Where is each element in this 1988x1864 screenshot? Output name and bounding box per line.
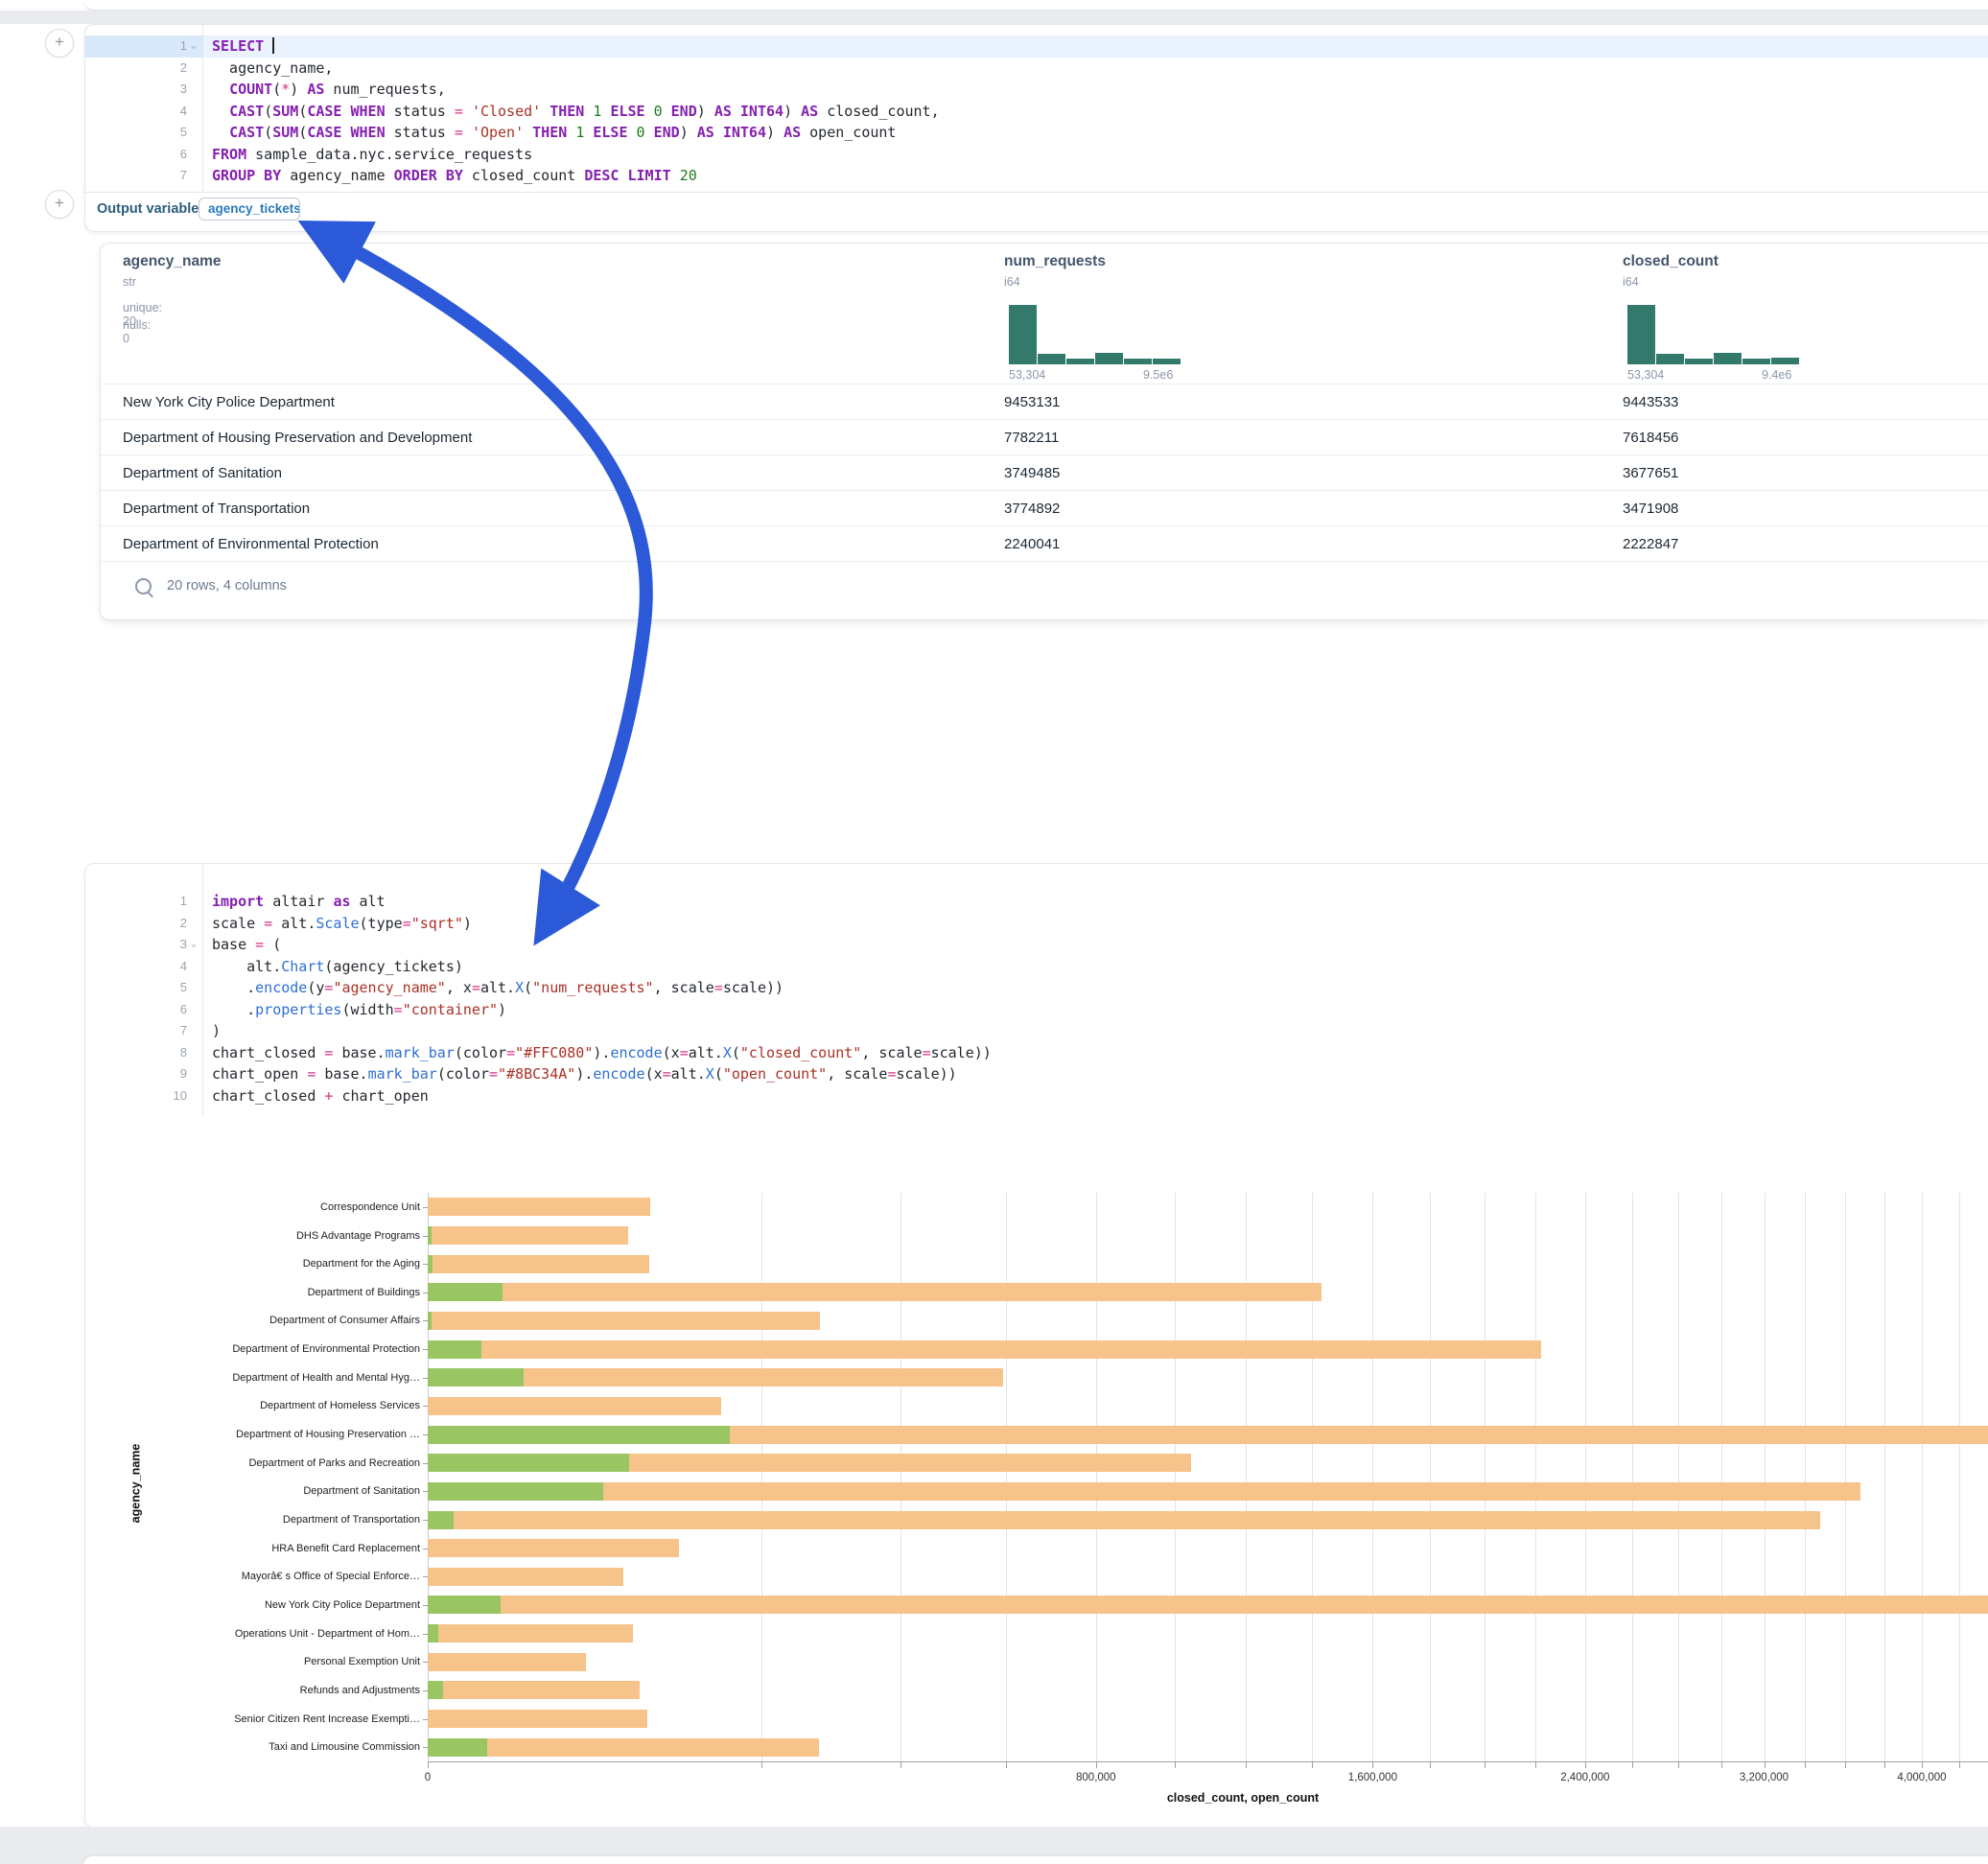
code-text: base = (	[212, 936, 282, 953]
line-number: 5	[179, 125, 187, 139]
code-line[interactable]: 6 FROM sample_data.nyc.service_requests	[85, 144, 1988, 166]
code-line[interactable]: 4 alt.Chart(agency_tickets)	[85, 956, 1988, 978]
code-text: CAST(SUM(CASE WHEN status = 'Open' THEN …	[229, 124, 897, 141]
line-number: 7	[179, 168, 187, 182]
gutter-divider	[202, 864, 203, 1116]
line-number: 2	[179, 915, 187, 930]
search-icon[interactable]	[135, 578, 152, 594]
code-line[interactable]: 6 .properties(width="container")	[85, 999, 1988, 1021]
code-text: CAST(SUM(CASE WHEN status = 'Closed' THE…	[229, 102, 940, 120]
sql-code-editor[interactable]: 1 ⌄ SELECT 2 agency_name, 3 COUNT(*) AS num…	[85, 35, 1988, 216]
code-line[interactable]: 8 chart_closed = base.mark_bar(color="#FF…	[85, 1042, 1988, 1064]
histogram-min-label: 53,304	[1009, 368, 1046, 382]
code-line[interactable]: 9 chart_open = base.mark_bar(color="#8BC3…	[85, 1063, 1988, 1085]
column-type: str	[123, 275, 136, 289]
code-line[interactable]: 2 agency_name,	[85, 58, 1988, 80]
add-cell-button-top[interactable]: +	[45, 29, 74, 58]
code-text: FROM sample_data.nyc.service_requests	[212, 145, 533, 163]
column-meta: nulls: 0	[123, 318, 152, 345]
table-cell-closed_count: 3471908	[1623, 501, 1679, 517]
code-text: )	[212, 1022, 222, 1039]
column-histogram	[1009, 305, 1181, 364]
table-cell-num_requests: 3774892	[1004, 501, 1061, 517]
code-line[interactable]: 7 GROUP BY agency_name ORDER BY closed_co…	[85, 165, 1988, 187]
table-cell-num_requests: 7782211	[1004, 430, 1060, 446]
column-header-agency_name[interactable]: agency_name	[123, 253, 222, 269]
code-text: chart_open = base.mark_bar(color="#8BC34…	[212, 1065, 957, 1083]
histogram-max-label: 9.5e6	[1143, 368, 1174, 382]
python-cell-card: 1 import altair as alt 2 scale = alt.Scale(…	[84, 863, 1988, 1829]
code-line[interactable]: 4 CAST(SUM(CASE WHEN status = 'Closed' T…	[85, 101, 1988, 123]
table-footer: 20 rows, 4 columns	[101, 561, 1988, 618]
code-line[interactable]: 1 ⌄ SELECT	[85, 35, 1988, 58]
fold-chevron-icon[interactable]: ⌄	[191, 40, 198, 51]
code-text: agency_name,	[212, 58, 334, 77]
line-number: 5	[179, 980, 187, 994]
previous-cell-edge	[84, 0, 1988, 11]
code-text: chart_closed = base.mark_bar(color="#FFC…	[212, 1043, 992, 1061]
table-cell-closed_count: 9443533	[1623, 394, 1679, 410]
line-number: 3	[179, 937, 187, 951]
code-text: COUNT(*) AS num_requests,	[229, 81, 446, 98]
code-text: .encode(y="agency_name", x=alt.X("num_re…	[212, 979, 784, 996]
table-row-count: 20 rows, 4 columns	[167, 578, 287, 594]
line-number: 6	[179, 146, 187, 161]
code-line[interactable]: 3 ⌄ base = (	[85, 934, 1988, 956]
column-type: i64	[1004, 275, 1020, 289]
table-row[interactable]: Department of Sanitation 3749485 3677651	[101, 454, 1988, 491]
table-cell-num_requests: 2240041	[1004, 536, 1061, 552]
next-cell-edge	[84, 1856, 1988, 1864]
table-cell-agency: Department of Sanitation	[123, 465, 282, 481]
code-text: SELECT	[212, 35, 275, 58]
table-cell-closed_count: 7618456	[1623, 430, 1679, 446]
code-line[interactable]: 5 CAST(SUM(CASE WHEN status = 'Open' THE…	[85, 122, 1988, 144]
table-cell-closed_count: 3677651	[1623, 465, 1679, 481]
line-number: 3	[179, 82, 187, 96]
code-line[interactable]: 10 chart_closed + chart_open	[85, 1085, 1988, 1107]
table-cell-num_requests: 3749485	[1004, 465, 1061, 481]
page-background-band-top	[0, 11, 1988, 24]
line-number: 2	[179, 59, 187, 75]
output-variable-chip[interactable]: agency_tickets	[199, 198, 300, 221]
histogram-max-label: 9.4e6	[1762, 368, 1792, 382]
column-histogram	[1627, 305, 1799, 364]
line-number: 1	[179, 894, 187, 908]
column-header-closed_count[interactable]: closed_count	[1623, 253, 1719, 269]
line-number: 4	[179, 958, 187, 973]
line-number: 7	[179, 1023, 187, 1037]
line-number: 6	[179, 1001, 187, 1016]
line-number: 1	[179, 38, 187, 53]
add-cell-button-middle[interactable]: +	[45, 190, 74, 219]
table-cell-closed_count: 2222847	[1623, 536, 1679, 552]
gutter-divider	[202, 25, 203, 216]
column-type: i64	[1623, 275, 1639, 289]
code-text: alt.Chart(agency_tickets)	[212, 957, 463, 975]
code-line[interactable]: 5 .encode(y="agency_name", x=alt.X("num_…	[85, 977, 1988, 999]
active-line-highlight	[203, 35, 1988, 58]
line-number: 8	[179, 1044, 187, 1060]
code-line[interactable]: 7)	[85, 1020, 1988, 1042]
output-variable-label: Output variable:	[97, 201, 204, 217]
table-cell-agency: New York City Police Department	[123, 394, 335, 410]
column-header-num_requests[interactable]: num_requests	[1004, 253, 1106, 269]
table-row[interactable]: New York City Police Department 9453131 94…	[101, 384, 1988, 420]
text-cursor	[272, 37, 275, 54]
line-number: 9	[179, 1066, 187, 1081]
active-line-gutter	[85, 35, 202, 58]
line-number: 10	[173, 1087, 187, 1103]
line-number: 4	[179, 103, 187, 118]
fold-chevron-icon[interactable]: ⌄	[191, 939, 198, 949]
column-meta: unique: 20	[123, 301, 163, 328]
table-cell-agency: Department of Transportation	[123, 501, 311, 517]
code-text: GROUP BY agency_name ORDER BY closed_cou…	[212, 167, 697, 184]
code-text: chart_closed + chart_open	[212, 1086, 429, 1105]
histogram-min-label: 53,304	[1627, 368, 1665, 382]
code-line[interactable]: 3 COUNT(*) AS num_requests,	[85, 79, 1988, 101]
table-row[interactable]: Department of Transportation 3774892 34719…	[101, 490, 1988, 526]
code-text: .properties(width="container")	[212, 1000, 507, 1018]
table-cell-num_requests: 9453131	[1004, 394, 1061, 410]
